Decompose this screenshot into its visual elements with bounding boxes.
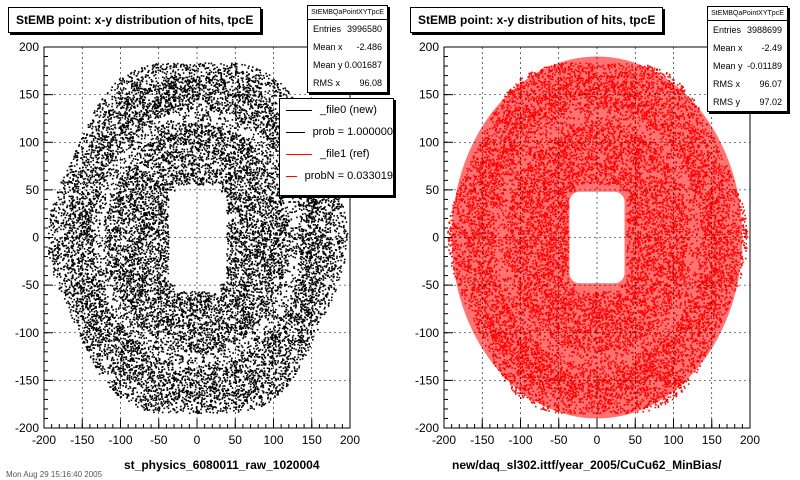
right-x-tick-label: 100 xyxy=(663,433,683,447)
left-hit-scatter xyxy=(48,62,349,415)
right-x-tick-label: 0 xyxy=(594,433,601,447)
legend-entry: prob = 1.000000 xyxy=(280,121,393,143)
left-y-tick-label: 200 xyxy=(19,40,39,54)
right-stats-row: Entries 3988699 xyxy=(708,21,787,39)
right-x-tick-label: 50 xyxy=(629,433,643,447)
left-x-tick-label: 100 xyxy=(263,433,283,447)
left-x-tick-label: -100 xyxy=(108,433,132,447)
footer-timestamp: Mon Aug 29 15:16:40 2005 xyxy=(6,470,102,479)
right-x-tick-label: 200 xyxy=(740,433,760,447)
left-y-tick-label: -150 xyxy=(15,373,39,387)
legend-line-icon xyxy=(286,153,312,155)
left-x-tick-label: -150 xyxy=(70,433,94,447)
left-stats-row: Mean y 0.001687 xyxy=(308,56,387,74)
left-x-tick-label: -200 xyxy=(32,433,56,447)
legend-line-icon xyxy=(286,175,297,177)
right-y-tick-label: 50 xyxy=(426,183,440,197)
left-stats-box: StEMBQaPointXYTpcE Entries 3996580 Mean x… xyxy=(307,5,388,93)
right-stats-row: RMS x 96.07 xyxy=(708,75,787,93)
left-tick-labels: -200 -150 -100 -50 0 50 100 150 200 -200 -150 -100 -… xyxy=(15,40,360,447)
legend-line-icon xyxy=(286,109,312,111)
right-y-tick-label: 100 xyxy=(419,135,439,149)
left-x-tick-label: 200 xyxy=(340,433,360,447)
left-stats-row: Mean x -2.486 xyxy=(308,38,387,56)
right-x-tick-label: 150 xyxy=(702,433,722,447)
right-stats-name: StEMBQaPointXYTpcE xyxy=(708,7,787,21)
right-y-tick-label: 200 xyxy=(419,40,439,54)
right-x-tick-label: -200 xyxy=(432,433,456,447)
right-y-tick-label: 0 xyxy=(432,231,439,245)
right-x-tick-label: -100 xyxy=(508,433,532,447)
right-stats-row: Mean y -0.01189 xyxy=(708,57,787,75)
right-y-tick-label: -100 xyxy=(415,326,439,340)
right-x-axis-title: new/daq_sl302.ittf/year_2005/CuCu62_MinB… xyxy=(452,458,721,472)
left-x-axis-title: st_physics_6080011_raw_1020004 xyxy=(124,458,320,472)
left-plot-title: StEMB point: x-y distribution of hits, t… xyxy=(8,7,262,33)
right-y-tick-label: -50 xyxy=(422,278,440,292)
left-stats-row: RMS x 96.08 xyxy=(308,74,387,92)
left-y-tick-label: 100 xyxy=(19,135,39,149)
left-stats-row: Entries 3996580 xyxy=(308,20,387,38)
left-ticks xyxy=(43,46,351,429)
left-y-tick-label: -200 xyxy=(15,421,39,435)
right-ticks xyxy=(443,46,751,429)
right-plot-area: -200 -150 -100 -50 0 50 100 150 200 -200 -150 -100 -… xyxy=(415,40,760,447)
left-y-tick-label: -50 xyxy=(22,278,40,292)
legend-entry: _file0 (new) xyxy=(280,99,393,121)
left-x-tick-label: -50 xyxy=(150,433,168,447)
left-y-tick-label: 150 xyxy=(19,88,39,102)
right-x-tick-label: -150 xyxy=(470,433,494,447)
left-y-tick-label: -100 xyxy=(15,326,39,340)
right-y-tick-label: 150 xyxy=(419,88,439,102)
right-x-tick-label: -50 xyxy=(550,433,568,447)
left-y-tick-label: 50 xyxy=(26,183,40,197)
legend-entry: probN = 0.033019 xyxy=(280,165,393,187)
legend-line-icon xyxy=(286,131,305,133)
right-tick-labels: -200 -150 -100 -50 0 50 100 150 200 -200 -150 -100 -… xyxy=(415,40,760,447)
left-x-tick-label: 0 xyxy=(194,433,201,447)
left-legend: _file0 (new) prob = 1.000000 _file1 (ref… xyxy=(279,98,394,196)
legend-entry: _file1 (ref) xyxy=(280,143,393,165)
right-plot-title: StEMB point: x-y distribution of hits, t… xyxy=(410,7,664,33)
left-x-tick-label: 150 xyxy=(302,433,322,447)
left-x-tick-label: 50 xyxy=(229,433,243,447)
left-plot-area: -200 -150 -100 -50 0 50 100 150 200 -200 -150 -100 -… xyxy=(15,40,360,447)
right-stats-row: RMS y 97.02 xyxy=(708,93,787,111)
right-stats-row: Mean x -2.49 xyxy=(708,39,787,57)
right-stats-box: StEMBQaPointXYTpcE Entries 3988699 Mean x… xyxy=(707,6,788,112)
left-y-tick-label: 0 xyxy=(32,231,39,245)
right-y-tick-label: -200 xyxy=(415,421,439,435)
right-y-tick-label: -150 xyxy=(415,373,439,387)
right-hit-scatter xyxy=(447,56,749,419)
right-grid xyxy=(444,47,750,428)
left-grid xyxy=(44,47,350,428)
left-stats-name: StEMBQaPointXYTpcE xyxy=(308,6,387,20)
